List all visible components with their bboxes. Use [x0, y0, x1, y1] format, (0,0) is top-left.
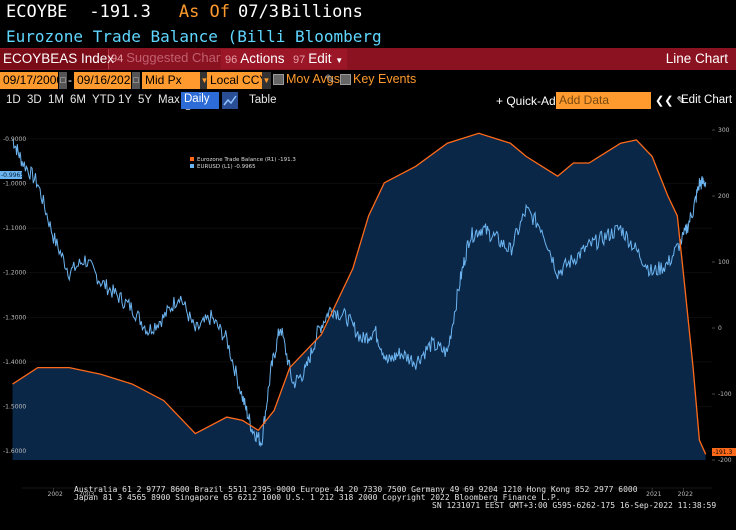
collapse-icon[interactable]: ❮❮ ✎ — [655, 95, 686, 107]
chevron-down-icon[interactable]: ▼ — [262, 72, 271, 89]
left-tick-label: -1.5000 — [3, 403, 26, 410]
range-ytd[interactable]: YTD — [92, 94, 115, 106]
right-tick-label: -100 — [718, 391, 732, 398]
ticker-field[interactable]: ECOYBEAS Index — [0, 49, 114, 69]
edit-menu-button[interactable]: 97 Edit ▼ — [289, 49, 348, 69]
x-tick-label: 2021 — [646, 491, 661, 498]
ticker-short: ECOYBE — [6, 2, 68, 22]
period-select[interactable]: Daily ▼ — [181, 92, 219, 116]
last-value: -191.3 — [89, 2, 151, 22]
last-value-right: -191.3 — [713, 449, 733, 456]
table-view-button[interactable]: Table — [249, 94, 277, 106]
suggested-charts-button[interactable]: 94 Suggested Charts — [111, 50, 230, 65]
mov-avgs-checkbox[interactable] — [273, 74, 284, 85]
security-header: ECOYBE -191.3 As Of 07/3 Billions — [6, 2, 363, 26]
mov-avgs-label[interactable]: Mov Avgs — [286, 72, 340, 86]
trade-balance-area — [12, 133, 706, 461]
suggested-charts-label: Suggested Charts — [126, 50, 231, 65]
price-field-select[interactable]: Mid Px — [142, 72, 200, 89]
x-tick-label: 2002 — [48, 491, 63, 498]
right-tick-label: -200 — [718, 457, 732, 464]
footer-text: Australia 61 2 9777 8600 Brazil 5511 239… — [74, 485, 716, 510]
currency-select[interactable]: Local CCY — [207, 72, 267, 89]
start-date-input[interactable]: 09/17/2000 — [0, 72, 63, 89]
period-label: Daily — [184, 93, 210, 105]
quick-add-button[interactable]: + Quick-Add — [496, 94, 563, 108]
right-tick-label: 0 — [718, 325, 722, 332]
x-axis: 2002 2003 2021 2022 — [22, 487, 712, 498]
range-5y[interactable]: 5Y — [138, 94, 153, 106]
x-tick-label: 2022 — [678, 491, 693, 498]
date-separator: - — [68, 73, 72, 87]
range-3d[interactable]: 3D — [27, 94, 42, 106]
footer-line-3: SN 1231071 EEST GMT+3:00 G595-6262-175 1… — [432, 501, 716, 510]
left-tick-label: -1.4000 — [3, 359, 26, 366]
left-tick-label: -1.2000 — [3, 270, 26, 277]
legend: Eurozone Trade Balance (R1) -191.3 EURUS… — [190, 157, 296, 170]
last-value-right-tag: -191.3 — [712, 448, 736, 456]
left-tick-label: -1.0000 — [3, 181, 26, 188]
right-tick-label: 200 — [718, 193, 730, 200]
key-events-checkbox[interactable] — [340, 74, 351, 85]
actions-number: 96 — [225, 54, 238, 66]
footer-line-1: Australia 61 2 9777 8600 Brazil 5511 239… — [74, 485, 638, 494]
last-value-left-tag: -0.9965 — [0, 171, 24, 179]
as-of-date: 07/3 — [238, 2, 279, 22]
line-chart[interactable]: -0.9000 -1.0000 -1.1000 -1.2000 -1.3000 -1.40… — [0, 110, 736, 530]
chevron-down-icon[interactable]: ▼ — [200, 72, 209, 89]
right-tick-label: 100 — [718, 259, 730, 266]
edit-chart-button[interactable]: Edit Chart — [681, 94, 733, 106]
trade-balance-series-line[interactable] — [12, 132, 707, 455]
right-tick-label: 300 — [718, 127, 730, 134]
key-events-label[interactable]: Key Events — [353, 72, 417, 86]
edit-number: 97 — [293, 54, 306, 66]
range-6m[interactable]: 6M — [70, 94, 86, 106]
legend-swatch-eurusd — [190, 164, 194, 168]
left-tick-label: -1.6000 — [3, 448, 26, 455]
legend-swatch-trade-balance — [190, 157, 194, 161]
last-value-left: -0.9965 — [1, 172, 24, 179]
units-label: Billions — [280, 2, 363, 22]
end-date-input[interactable]: 09/16/2022 — [74, 72, 137, 89]
edit-label: Edit — [308, 51, 332, 66]
range-selector: 1D 3D 1M 6M YTD 1Y 5Y Max Daily ▼ Table … — [0, 91, 736, 116]
calendar-icon[interactable]: □ — [59, 72, 67, 89]
actions-label: Actions — [240, 51, 285, 66]
range-1d[interactable]: 1D — [6, 94, 21, 106]
legend-entry-eurusd: EURUSD (L1) -0.9965 — [197, 164, 256, 170]
security-description: Eurozone Trade Balance (Billi Bloomberg — [6, 27, 382, 46]
left-tick-label: -1.3000 — [3, 314, 26, 321]
right-axis: 300 200 100 0 -100 -200 — [712, 127, 732, 464]
range-1y[interactable]: 1Y — [118, 94, 133, 106]
left-tick-label: -0.9000 — [3, 136, 26, 143]
pencil-icon[interactable]: ✎ — [325, 72, 336, 86]
range-1m[interactable]: 1M — [48, 94, 64, 106]
left-axis: -0.9000 -1.0000 -1.1000 -1.2000 -1.3000 -1.40… — [3, 136, 26, 455]
calendar-icon[interactable]: □ — [132, 72, 140, 89]
footer-line-2: Japan 81 3 4565 8900 Singapore 65 6212 1… — [74, 493, 560, 502]
eurusd-series-line[interactable] — [12, 138, 707, 448]
as-of-label: As Of — [178, 2, 231, 22]
add-data-input[interactable]: Add Data — [556, 92, 651, 109]
chart-type-label[interactable]: Line Chart — [665, 51, 728, 66]
chart-toolbar: ECOYBEAS Index 94 Suggested Charts 96 Acti… — [0, 48, 736, 70]
line-chart-icon[interactable] — [222, 92, 238, 109]
range-max[interactable]: Max — [158, 94, 180, 106]
legend-entry-trade-balance: Eurozone Trade Balance (R1) -191.3 — [197, 157, 296, 163]
suggested-charts-number: 94 — [111, 53, 124, 65]
x-tick-label: 2003 — [79, 491, 94, 498]
chevron-down-icon: ▼ — [335, 56, 344, 65]
left-tick-label: -1.1000 — [3, 225, 26, 232]
chart-controls: 09/17/2000 □ - 09/16/2022 □ Mid Px ▼ Loc… — [0, 70, 736, 91]
